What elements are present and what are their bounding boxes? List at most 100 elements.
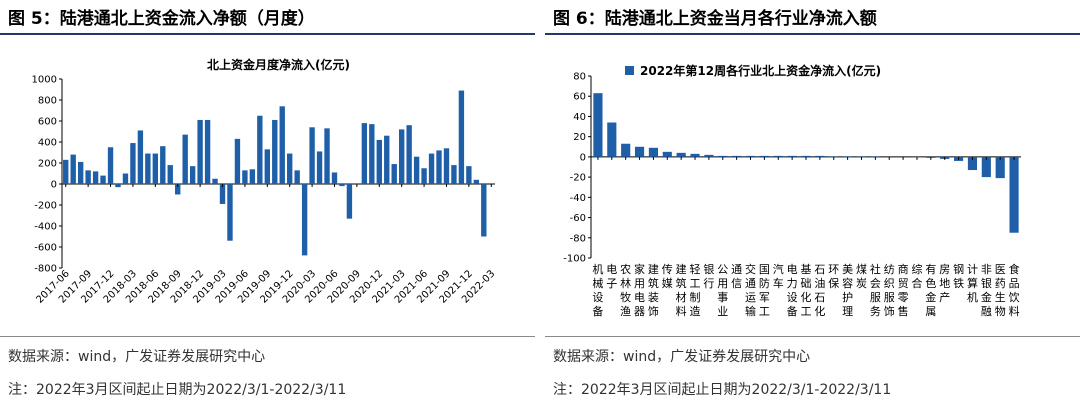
y-tick-label: -200 [34,201,57,212]
y-tick-label: 0 [580,152,586,163]
figure-6-panel: 图 6：陆港通北上资金当月各行业净流入额 2022年第12周各行业北上资金净流入… [545,0,1080,407]
x-tick-label: 非银金融 [981,263,992,318]
x-tick-label: 银行 [703,262,714,290]
bar-非银金融 [981,156,991,178]
bar-2017-09 [85,170,91,184]
figure-title: 图 5：陆港通北上资金流入净额（月度） [8,9,315,29]
x-tick-label: 纺织服饰 [884,262,895,318]
bar-2018-11 [189,166,196,184]
bar-汽车 [773,155,783,157]
x-tick-label: 机械设备 [592,262,603,318]
bar-2021-01 [384,135,390,184]
bar-2021-06 [421,168,427,184]
x-tick-label: 公用事业 [717,263,728,318]
figure-title: 图 6：陆港通北上资金当月各行业净流入额 [553,9,877,29]
bar-2021-12 [466,166,472,184]
y-tick-label: 80 [573,72,586,83]
y-tick-label: -800 [34,264,57,275]
bar-建筑装饰 [648,147,658,157]
bar-2017-10 [92,171,99,184]
y-tick-label: 0 [51,180,57,191]
bar-2020-04 [316,151,323,184]
bar-2018-01 [115,184,121,188]
industry-inflow-chart: 2022年第12周各行业北上资金净流入(亿元) -100 -80 -60 -40 -20 0… [563,63,1021,318]
y-tick-label: 40 [573,112,586,123]
x-tick-label: 煤炭 [856,263,867,290]
x-tick-label: 石油石化 [814,263,825,318]
bar-2018-04 [137,130,144,184]
title-rule [0,33,535,35]
y-tick-label: 200 [38,159,57,170]
x-tick-label: 医药生物 [995,263,1006,318]
bar-2022-02 [481,184,487,237]
bar-2020-10 [361,123,368,184]
bar-2018-07 [160,146,166,184]
bar-轻工制造 [690,153,700,157]
bar-2018-05 [145,153,151,184]
source-note: 数据来源：wind，广发证券发展研究中心 [553,349,811,365]
x-tick-label: 社会服务 [870,262,881,318]
bar-2022-01 [473,179,480,184]
bar-2019-11 [279,106,285,184]
bar-煤炭 [856,156,867,157]
bar-2019-04 [227,184,233,241]
bar-2019-09 [264,149,270,184]
bar-2021-05 [413,156,420,184]
footer-rule [545,336,1080,337]
bar-2017-07 [70,154,76,184]
x-tick-label: 电力设备 [787,263,798,318]
bar-电子 [607,122,617,157]
x-tick-label: 钢铁 [953,263,964,290]
source-note: 数据来源：wind，广发证券发展研究中心 [8,349,266,365]
bar-2020-12 [376,139,382,184]
bar-建筑材料 [676,152,686,157]
x-tick-label: 汽车 [773,262,784,290]
x-tick-label: 家用电器 [634,262,645,318]
bar-2018-06 [152,153,159,184]
y-tick-label: 20 [573,132,586,143]
bar-2017-11 [100,175,106,184]
bar-基础化工 [801,155,811,157]
x-tick-label: 房地产 [939,263,950,304]
bar-2020-05 [324,128,330,184]
x-tick-label: 基础化工 [801,263,812,318]
bar-2020-03 [309,127,315,184]
bar-2020-02 [301,184,308,256]
bar-2019-08 [257,115,263,184]
y-tick-label: -40 [570,193,586,204]
x-tick-label: 建筑装饰 [648,262,659,318]
bar-家用电器 [634,146,645,157]
x-tick-label: 商贸零售 [898,262,909,318]
bar-国防军工 [759,155,769,157]
date-range-note: 注：2022年3月区间起止日期为2022/3/1-2022/3/11 [8,382,347,398]
bar-2019-06 [242,170,248,184]
bar-2019-01 [204,119,211,184]
bar-2018-03 [130,143,136,184]
bar-电力设备 [787,155,797,157]
y-tick-label: -20 [570,173,586,184]
bar-机械设备 [593,93,603,157]
x-tick-label: 国防军工 [759,263,770,318]
figure-5-panel: 图 5：陆港通北上资金流入净额（月度） 北上资金月度净流入(亿元) -800 -60… [0,0,535,407]
bar-食品饮料 [1009,156,1019,233]
bar-银行 [704,154,714,157]
bar-传媒 [662,151,672,157]
bar-2021-03 [398,129,405,184]
bar-2017-12 [107,147,114,184]
bar-2021-04 [406,125,412,184]
bar-农林牧渔 [621,143,631,157]
legend-swatch [625,66,634,75]
monthly-northbound-chart: 北上资金月度净流入(亿元) -800 -600 -400 -200 0 200 400 600 8… [32,57,498,306]
bar-环保 [829,156,839,157]
bar-2017-08 [77,161,84,184]
bar-2021-07 [428,153,435,184]
footer-rule [0,336,535,337]
bar-2020-11 [369,124,375,184]
bar-2020-08 [346,184,353,219]
x-tick-label: 美容护理 [842,263,853,318]
bar-2021-08 [436,150,442,184]
bar-石油石化 [815,155,825,157]
y-tick-label: -600 [34,243,57,254]
bar-公用事业 [718,155,728,157]
bar-2019-10 [272,119,278,184]
